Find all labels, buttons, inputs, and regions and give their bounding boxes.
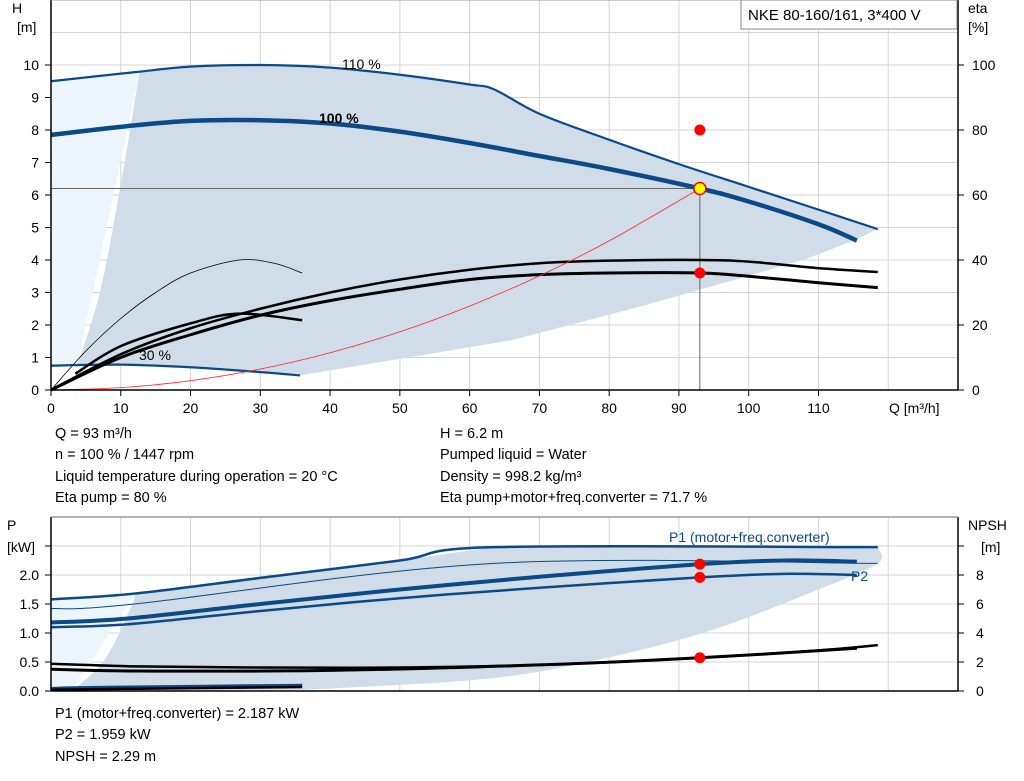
top-chart-axes: 0 10 20 30 40 50 60 70 80 90 100 110012345678910020…	[23, 0, 996, 416]
y2-tick-label: 2	[976, 654, 984, 670]
top-chart-curves	[50, 63, 879, 392]
y2-tick-label: 6	[976, 596, 984, 612]
bottom-chart-curves	[50, 544, 878, 692]
system-curve	[50, 188, 701, 391]
p-axis-unit: [kW]	[7, 539, 35, 555]
h-axis-unit: [m]	[17, 19, 36, 35]
efficiency-curve	[50, 258, 878, 392]
info-density: Density = 998.2 kg/m³	[440, 469, 582, 485]
info-eta-total: Eta pump+motor+freq.converter = 71.7 %	[440, 490, 707, 506]
x-tick-label: 0	[47, 400, 55, 416]
eta-pump-marker	[694, 124, 706, 136]
curve-label-110: 110 %	[342, 56, 381, 72]
y-tick-label: 0.0	[20, 683, 40, 699]
h-axis-label: H	[12, 0, 22, 16]
y-tick-label: 3	[31, 285, 39, 301]
info-p2: P2 = 1.959 kW	[55, 727, 151, 743]
info-bottom: P1 (motor+freq.converter) = 2.187 kW P2 …	[55, 706, 299, 765]
info-liquid: Pumped liquid = Water	[440, 447, 587, 463]
q-axis-label: Q [m³/h]	[889, 400, 940, 416]
info-head: H = 6.2 m	[440, 426, 503, 442]
p-axis-label: P	[7, 517, 16, 533]
x-tick-label: 40	[322, 400, 338, 416]
y2-tick-label: 0	[976, 683, 984, 699]
curve-label-p1: P1 (motor+freq.converter)	[669, 529, 830, 545]
y-tick-label: 9	[31, 90, 39, 106]
npsh-axis-label: NPSH	[968, 517, 1007, 533]
y2-tick-label: 8	[976, 567, 984, 583]
info-eta-pump: Eta pump = 80 %	[55, 490, 167, 506]
info-flow: Q = 93 m³/h	[55, 426, 132, 442]
x-tick-label: 90	[671, 400, 687, 416]
x-tick-label: 20	[183, 400, 199, 416]
efficiency-curve	[74, 312, 303, 375]
y-tick-label: 7	[31, 155, 39, 171]
curve-100-percent	[50, 117, 858, 243]
npsh-axis-unit: [m]	[981, 539, 1000, 555]
y2-tick-label: 4	[976, 625, 984, 641]
y-tick-label: 10	[23, 57, 39, 73]
info-speed: n = 100 % / 1447 rpm	[55, 447, 194, 463]
x-tick-label: 110	[807, 400, 830, 416]
x-tick-label: 70	[532, 400, 548, 416]
power-curve	[50, 558, 857, 625]
efficiency-curve	[50, 271, 878, 392]
y-tick-label: 0	[31, 382, 39, 398]
x-tick-label: 10	[113, 400, 129, 416]
curve-110-percent	[50, 63, 879, 231]
x-tick-label: 50	[392, 400, 408, 416]
npsh-curve	[50, 646, 857, 673]
y2-tick-label: 80	[972, 122, 988, 138]
y2-tick-label: 0	[972, 382, 980, 398]
eta-total-marker	[694, 267, 706, 279]
x-tick-label: 60	[462, 400, 478, 416]
y2-tick-label: 60	[972, 187, 988, 203]
x-tick-label: 80	[601, 400, 617, 416]
info-p1: P1 (motor+freq.converter) = 2.187 kW	[55, 706, 299, 722]
curve-label-100: 100 %	[319, 110, 359, 126]
unavailable-area	[51, 72, 140, 367]
y-tick-label: 1	[31, 350, 39, 366]
y2-tick-label: 100	[972, 57, 996, 73]
top-chart-areas	[51, 64, 878, 376]
efficiency-curve	[50, 259, 303, 391]
y-tick-label: 4	[31, 252, 39, 268]
curve-label-30: 30 %	[139, 347, 171, 363]
p2-marker	[694, 571, 706, 583]
y-tick-label: 1.0	[20, 625, 40, 641]
info-npsh: NPSH = 2.29 m	[55, 749, 156, 765]
title-text: NKE 80-160/161, 3*400 V	[748, 7, 921, 24]
eta-axis-unit: [%]	[968, 19, 988, 35]
x-tick-label: 30	[253, 400, 269, 416]
power-curve	[50, 572, 857, 629]
y-tick-label: 0.5	[20, 654, 40, 670]
npsh-marker	[694, 652, 706, 664]
y-tick-label: 1.5	[20, 596, 40, 612]
operating-point-marker	[693, 181, 707, 196]
eta-axis-label: eta	[968, 0, 988, 16]
y-tick-label: 2	[31, 317, 39, 333]
info-top: Q = 93 m³/h n = 100 % / 1447 rpm Liquid …	[55, 426, 707, 506]
x-tick-label: 100	[737, 400, 761, 416]
info-temperature: Liquid temperature during operation = 20…	[55, 469, 338, 485]
y2-tick-label: 40	[972, 252, 988, 268]
y2-tick-label: 20	[972, 317, 988, 333]
y-tick-label: 2.0	[20, 567, 40, 583]
power-curve-min	[50, 685, 303, 692]
y-tick-label: 6	[31, 187, 39, 203]
bottom-chart-axes: 0.0 0.5 1.0 1.5 2.0 0 2 4 6 8	[20, 516, 984, 699]
power-curve	[50, 544, 878, 601]
curve-label-p2: P2	[851, 568, 868, 584]
y-tick-label: 5	[31, 220, 39, 236]
y-tick-label: 8	[31, 122, 39, 138]
operating-range-area	[71, 547, 883, 691]
power-curve	[50, 683, 303, 691]
title-box: NKE 80-160/161, 3*400 V	[740, 0, 958, 30]
p1-marker	[694, 558, 706, 570]
operating-range-area	[76, 64, 878, 376]
